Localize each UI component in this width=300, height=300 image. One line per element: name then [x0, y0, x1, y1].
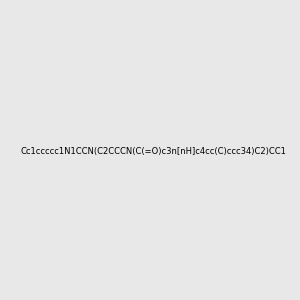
Text: Cc1ccccc1N1CCN(C2CCCN(C(=O)c3n[nH]c4cc(C)ccc34)C2)CC1: Cc1ccccc1N1CCN(C2CCCN(C(=O)c3n[nH]c4cc(C…	[21, 147, 287, 156]
